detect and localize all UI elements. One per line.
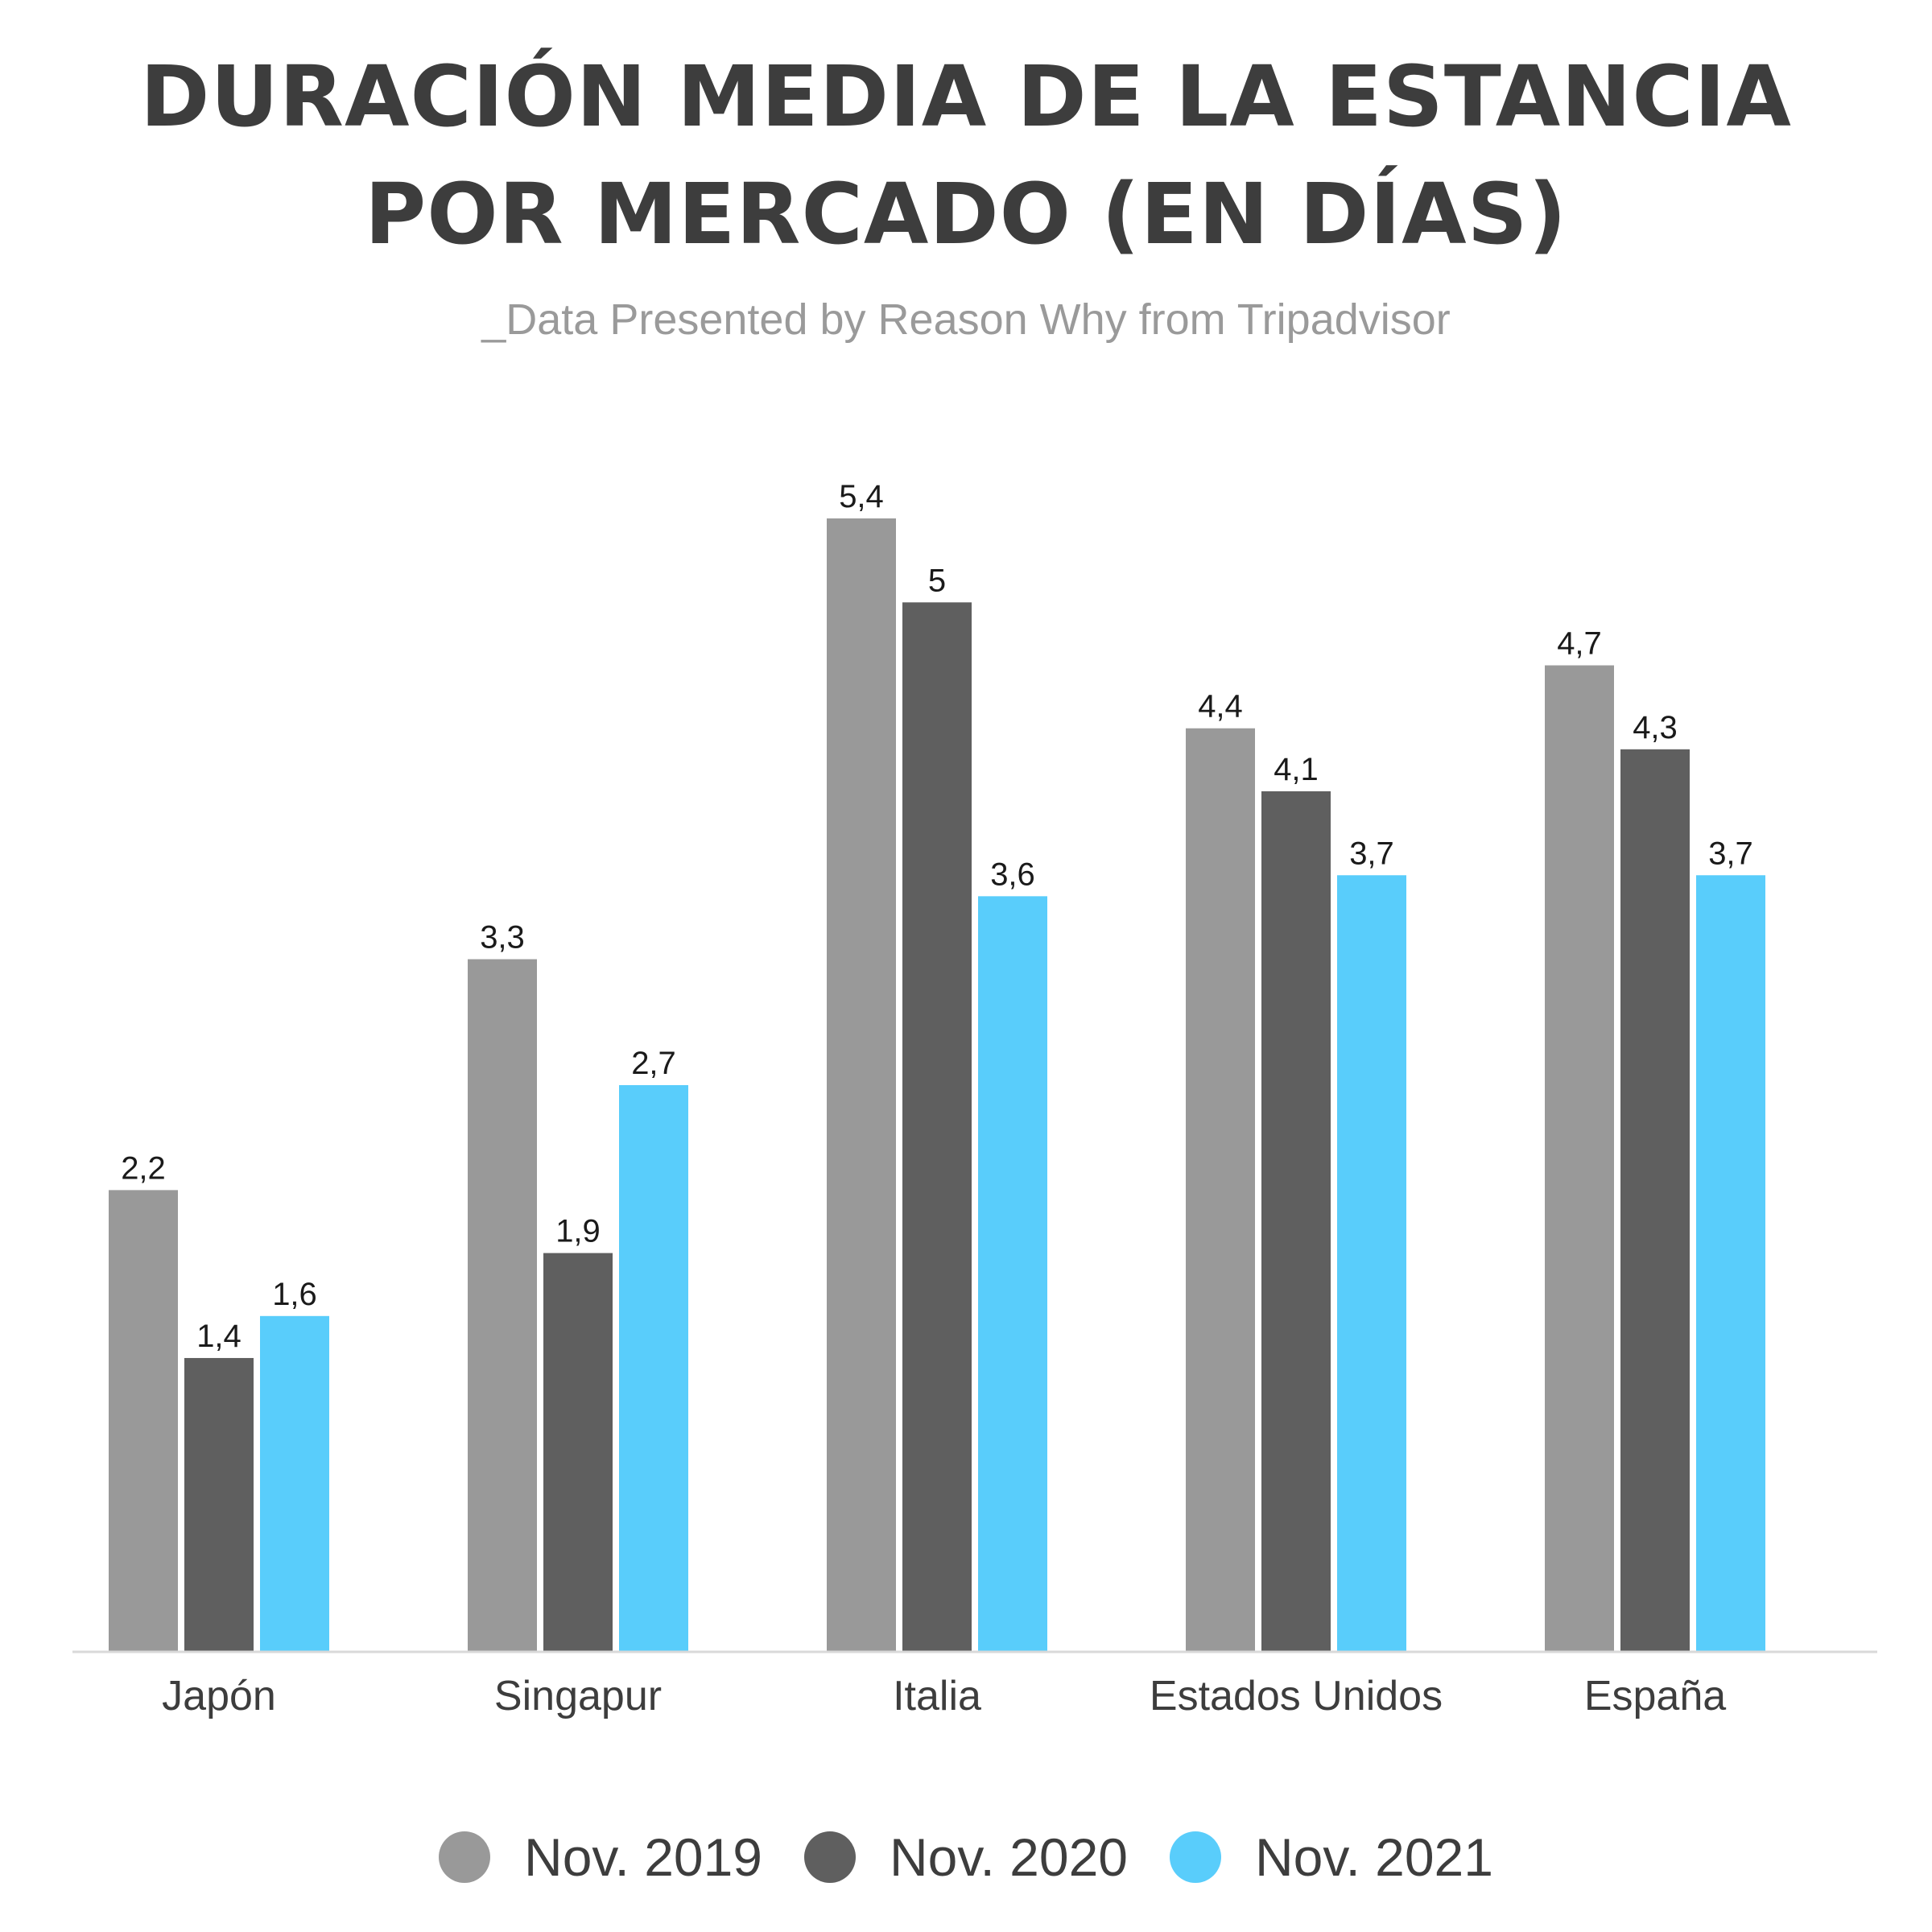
bar-japon-nov-2021 [260,1315,329,1652]
category-label-estados-unidos: Estados Unidos [1150,1673,1443,1719]
bar-chart: 2,2 1,4 1,6 3,3 1,9 2,7 5,4 5 3,6 4,4 4,1 3,7 4,7 4,3… [72,479,1877,1719]
value-label-espana-nov-2019: 4,7 [1557,626,1602,662]
value-label-japon-nov-2019: 2,2 [121,1150,166,1186]
bar-singapur-nov-2020 [543,1253,613,1652]
chart-title-line-2: POR MERCADO (EN DÍAS) [364,165,1568,263]
legend: Nov. 2019 Nov. 2020 Nov. 2021 [0,1821,1932,1893]
legend-label-nov-2021: Nov. 2021 [1254,1827,1493,1887]
category-label-espana: España [1584,1673,1726,1719]
value-label-japon-nov-2021: 1,6 [272,1277,317,1312]
bar-espana-nov-2021 [1696,875,1765,1652]
chart-title-line-1: DURACIÓN MEDIA DE LA ESTANCIA [140,47,1792,146]
bar-singapur-nov-2019 [468,959,537,1652]
value-label-espana-nov-2021: 3,7 [1708,836,1753,871]
category-labels-group: Japón Singapur Italia Estados Unidos España [162,1673,1726,1719]
legend-swatch-nov-2019 [439,1831,491,1883]
legend-item-nov-2021: Nov. 2021 [1169,1825,1493,1889]
value-label-italia-nov-2019: 5,4 [839,479,884,514]
bar-estados-unidos-nov-2019 [1186,728,1255,1652]
value-label-singapur-nov-2019: 3,3 [480,920,525,956]
bar-estados-unidos-nov-2021 [1337,875,1406,1652]
bar-italia-nov-2019 [827,518,896,1652]
bar-espana-nov-2020 [1620,749,1690,1652]
legend-label-nov-2020: Nov. 2020 [890,1827,1128,1887]
value-label-singapur-nov-2021: 2,7 [631,1046,676,1081]
value-label-estados-unidos-nov-2019: 4,4 [1198,689,1243,724]
legend-item-nov-2019: Nov. 2019 [439,1825,762,1889]
category-label-singapur: Singapur [494,1673,662,1719]
value-label-italia-nov-2020: 5 [928,563,946,598]
bar-estados-unidos-nov-2020 [1261,791,1331,1653]
value-label-singapur-nov-2020: 1,9 [555,1214,601,1249]
value-label-japon-nov-2020: 1,4 [196,1319,242,1354]
value-labels-group: 2,2 1,4 1,6 3,3 1,9 2,7 5,4 5 3,6 4,4 4,1 3,7 4,7 4,3… [121,479,1753,1354]
bar-espana-nov-2019 [1545,665,1614,1652]
category-label-italia: Italia [893,1673,981,1719]
legend-label-nov-2019: Nov. 2019 [524,1827,763,1887]
bars-group [109,518,1765,1653]
bar-italia-nov-2021 [978,896,1047,1652]
value-label-espana-nov-2020: 4,3 [1633,710,1678,745]
legend-swatch-nov-2020 [804,1831,857,1883]
legend-swatch-nov-2021 [1169,1831,1221,1883]
value-label-estados-unidos-nov-2020: 4,1 [1274,752,1319,787]
category-label-japon: Japón [162,1673,276,1719]
value-label-estados-unidos-nov-2021: 3,7 [1349,836,1394,871]
bar-japon-nov-2019 [109,1190,178,1652]
bar-singapur-nov-2021 [619,1085,688,1652]
chart-subtitle: _Data Presented by Reason Why from Tripa… [481,295,1451,344]
bar-italia-nov-2020 [902,602,972,1652]
legend-item-nov-2020: Nov. 2020 [804,1825,1128,1889]
bar-japon-nov-2020 [184,1357,254,1652]
value-label-italia-nov-2021: 3,6 [990,857,1035,892]
